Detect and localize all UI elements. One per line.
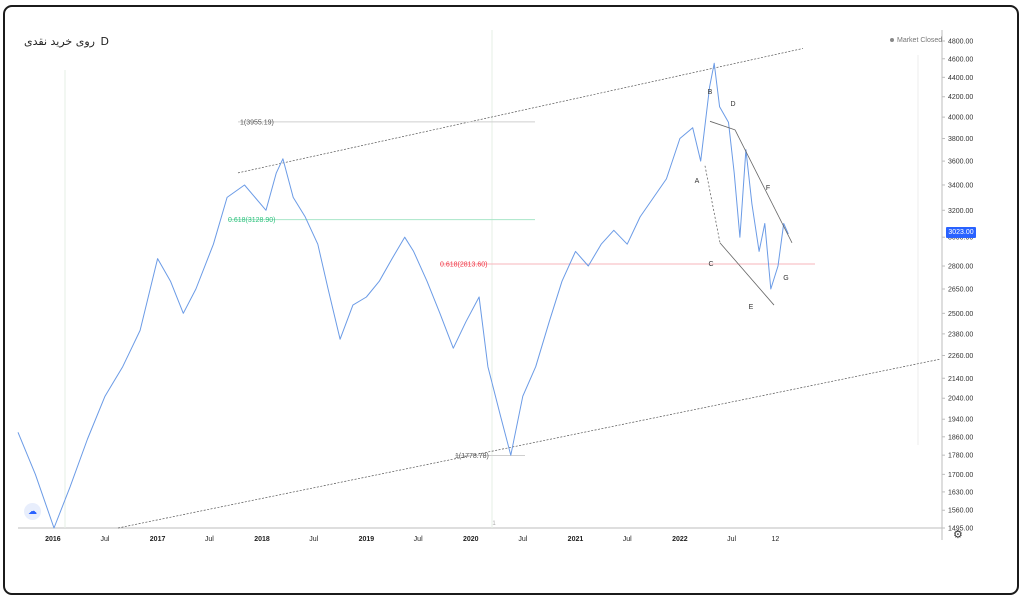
x-tick-label-5: Jul xyxy=(309,536,318,543)
gear-icon[interactable]: ⚙ xyxy=(953,529,963,541)
chart-frame xyxy=(3,5,1019,595)
y-tick-label-17: 1940.00 xyxy=(948,417,973,424)
y-tick-label-9: 3000.00 xyxy=(948,235,973,242)
wave-label-f: F xyxy=(766,185,770,192)
y-tick-label-12: 2500.00 xyxy=(948,311,973,318)
x-tick-label-0: 2016 xyxy=(45,536,61,543)
y-tick-label-21: 1630.00 xyxy=(948,489,973,496)
y-tick-label-11: 2650.00 xyxy=(948,287,973,294)
x-tick-label-3: Jul xyxy=(205,536,214,543)
y-tick-label-16: 2040.00 xyxy=(948,396,973,403)
x-tick-label-7: Jul xyxy=(414,536,423,543)
wave-label-d: D xyxy=(730,101,735,108)
wave-line-b-d[interactable] xyxy=(709,120,736,131)
y-tick-label-23: 1495.00 xyxy=(948,526,973,533)
status-dot-icon xyxy=(890,38,894,43)
wave-label-e: E xyxy=(749,304,754,311)
x-tick-label-8: 2020 xyxy=(463,536,479,543)
x-tick-label-10: 2021 xyxy=(568,536,584,543)
chart-title: روی خرید نقدی D xyxy=(24,35,109,48)
interval-label[interactable]: D xyxy=(100,35,109,48)
wave-label-g: G xyxy=(783,275,788,282)
y-tick-label-4: 4000.00 xyxy=(948,115,973,122)
y-tick-label-22: 1560.00 xyxy=(948,508,973,515)
y-tick-label-6: 3600.00 xyxy=(948,159,973,166)
y-tick-label-3: 4200.00 xyxy=(948,94,973,101)
wave-label-a: A xyxy=(695,178,700,185)
y-tick-label-1: 4600.00 xyxy=(948,56,973,63)
y-tick-label-5: 3800.00 xyxy=(948,136,973,143)
last-price-badge: 3023.00 xyxy=(946,227,976,238)
x-tick-label-11: Jul xyxy=(623,536,632,543)
y-tick-label-8: 3200.00 xyxy=(948,208,973,215)
x-tick-label-14: 12 xyxy=(772,536,780,543)
wave-label-c: C xyxy=(708,261,713,268)
market-status-text: Market Closed xyxy=(897,37,943,44)
price-series-line[interactable] xyxy=(17,62,789,529)
channel-lower-line[interactable] xyxy=(117,358,941,529)
x-tick-label-9: Jul xyxy=(518,536,527,543)
channel-upper-line[interactable] xyxy=(237,48,804,174)
wave-label-b: B xyxy=(708,89,713,96)
y-tick-label-10: 2800.00 xyxy=(948,264,973,271)
x-tick-label-6: 2019 xyxy=(359,536,375,543)
x-tick-label-12: 2022 xyxy=(672,536,688,543)
y-tick-label-2: 4400.00 xyxy=(948,75,973,82)
symbol-name: روی خرید نقدی xyxy=(24,35,95,48)
x-tick-label-4: 2018 xyxy=(254,536,270,543)
wave-line-a-c[interactable] xyxy=(704,165,721,243)
tradingview-logo-icon[interactable]: ☁ xyxy=(24,503,41,520)
y-tick-label-7: 3400.00 xyxy=(948,182,973,189)
y-tick-label-19: 1780.00 xyxy=(948,453,973,460)
wave-label-1: 1 xyxy=(492,521,496,527)
fib-label-2: 0.618(2813.60) xyxy=(440,262,487,269)
y-tick-label-20: 1700.00 xyxy=(948,472,973,479)
y-tick-label-15: 2140.00 xyxy=(948,376,973,383)
y-tick-label-14: 2260.00 xyxy=(948,353,973,360)
market-status: Market Closed xyxy=(890,37,942,44)
fib-label-1: 0.618(3128.90) xyxy=(228,217,275,224)
wave-line-d-f[interactable] xyxy=(734,129,793,244)
x-tick-label-2: 2017 xyxy=(150,536,166,543)
x-tick-label-1: Jul xyxy=(100,536,109,543)
fib-label-3: 1(1778.78) xyxy=(455,453,489,460)
x-tick-label-13: Jul xyxy=(727,536,736,543)
y-tick-label-18: 1860.00 xyxy=(948,434,973,441)
wave-line-c-e[interactable] xyxy=(719,242,775,306)
y-tick-label-13: 2380.00 xyxy=(948,331,973,338)
y-tick-label-0: 4800.00 xyxy=(948,39,973,46)
fib-label-0: 1(3955.19) xyxy=(240,119,274,126)
